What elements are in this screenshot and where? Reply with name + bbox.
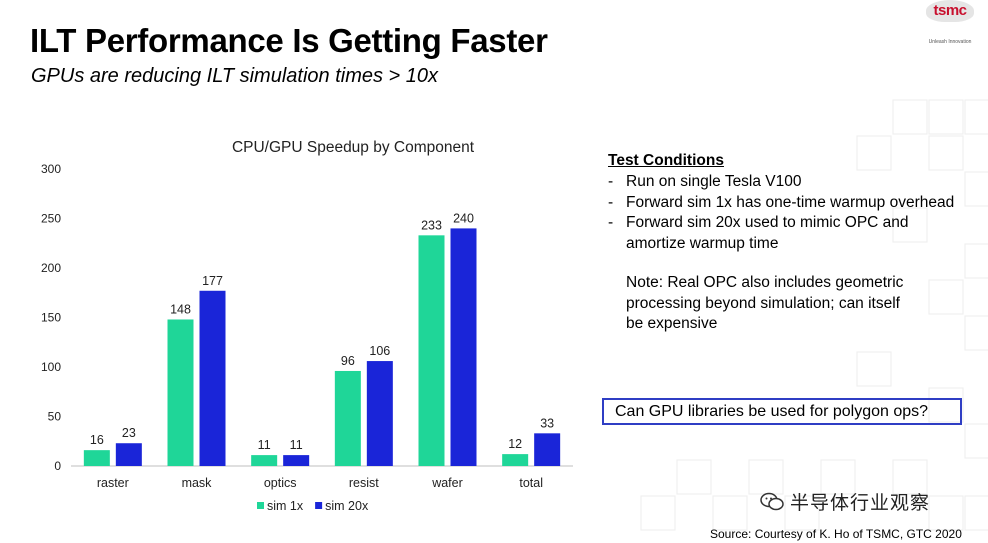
legend-swatch xyxy=(257,502,264,509)
legend-swatch xyxy=(315,502,323,509)
y-tick-label: 200 xyxy=(41,261,61,275)
data-label: 148 xyxy=(170,302,191,316)
bar-sim-20x-optics xyxy=(283,455,310,466)
grid-square xyxy=(856,351,892,387)
condition-text: Forward sim 20x used to mimic OPC and am… xyxy=(626,214,909,252)
y-tick-label: 300 xyxy=(41,162,61,176)
bar-sim-20x-raster xyxy=(115,443,142,466)
test-conditions-panel: Test Conditions - Run on single Tesla V1… xyxy=(608,152,958,335)
bar-sim-1x-wafer xyxy=(418,235,445,466)
logo-wordmark: tsmc xyxy=(926,0,974,22)
test-conditions-heading: Test Conditions xyxy=(608,152,724,169)
watermark: 半导体行业观察 xyxy=(760,488,930,515)
data-label: 177 xyxy=(202,274,223,288)
grid-square xyxy=(928,99,964,135)
bar-sim-20x-wafer xyxy=(450,228,477,466)
grid-square xyxy=(964,495,988,531)
list-dash: - xyxy=(608,214,614,231)
y-tick-label: 100 xyxy=(41,360,61,374)
grid-square xyxy=(928,387,964,423)
bar-sim-1x-resist xyxy=(334,370,361,466)
bar-sim-1x-total xyxy=(502,454,529,466)
bar-sim-1x-raster xyxy=(83,450,110,466)
grid-square xyxy=(892,99,928,135)
x-tick-label: raster xyxy=(97,476,129,490)
grid-square xyxy=(820,459,856,495)
grid-square xyxy=(640,495,676,531)
grid-square xyxy=(928,135,964,171)
legend-label: sim 1x xyxy=(267,499,304,513)
grid-square xyxy=(964,99,988,135)
grid-square xyxy=(892,459,928,495)
callout-box: Can GPU libraries be used for polygon op… xyxy=(602,398,962,425)
condition-text: Run on single Tesla V100 xyxy=(626,173,802,190)
list-item: - Forward sim 1x has one-time warmup ove… xyxy=(608,193,958,214)
data-label: 23 xyxy=(122,426,136,440)
grid-square xyxy=(712,495,748,531)
y-tick-label: 250 xyxy=(41,212,61,226)
list-item: - Run on single Tesla V100 xyxy=(608,172,958,193)
y-tick-label: 150 xyxy=(41,311,61,325)
x-tick-label: optics xyxy=(264,476,297,490)
list-dash: - xyxy=(608,173,614,190)
data-label: 96 xyxy=(341,354,355,368)
grid-square xyxy=(928,279,964,315)
note-text: Note: Real OPC also includes geometric p… xyxy=(626,274,904,332)
data-label: 12 xyxy=(508,437,522,451)
x-tick-label: resist xyxy=(349,476,379,490)
bar-sim-20x-resist xyxy=(366,361,393,466)
data-label: 11 xyxy=(258,438,271,452)
y-tick-label: 50 xyxy=(48,410,62,424)
x-tick-label: mask xyxy=(182,476,213,490)
speedup-bar-chart: CPU/GPU Speedup by Component 0 50 100 150 20… xyxy=(41,139,573,513)
x-tick-label: wafer xyxy=(431,476,463,490)
data-label: 33 xyxy=(540,416,554,430)
bar-sim-20x-mask xyxy=(199,290,226,466)
y-tick-label: 0 xyxy=(54,459,61,473)
watermark-text: 半导体行业观察 xyxy=(790,493,931,514)
grid-square xyxy=(964,171,988,207)
conditions-list: - Run on single Tesla V100 - Forward sim… xyxy=(608,172,958,254)
grid-square xyxy=(784,495,820,531)
slide-title: ILT Performance Is Getting Faster xyxy=(30,22,548,59)
condition-text: Forward sim 1x has one-time warmup overh… xyxy=(626,193,955,211)
list-dash: - xyxy=(608,193,614,211)
data-label: 233 xyxy=(421,218,442,232)
chart-title: CPU/GPU Speedup by Component xyxy=(232,139,475,156)
grid-square xyxy=(928,495,964,531)
bar-sim-1x-mask xyxy=(167,319,194,466)
bar-sim-20x-total xyxy=(534,433,561,466)
bar-sim-1x-optics xyxy=(251,455,278,466)
data-label: 240 xyxy=(453,211,474,225)
slide-subtitle: GPUs are reducing ILT simulation times >… xyxy=(31,65,439,87)
source-caption: Source: Courtesy of K. Ho of TSMC, GTC 2… xyxy=(710,527,962,541)
logo-tagline: Unleash Innovation xyxy=(928,39,972,45)
legend-label: sim 20x xyxy=(325,499,369,513)
wechat-icon xyxy=(760,492,784,510)
grid-square xyxy=(892,207,928,243)
grid-square xyxy=(964,315,988,351)
grid-square xyxy=(964,243,988,279)
grid-square xyxy=(856,135,892,171)
data-label: 16 xyxy=(90,433,104,447)
data-label: 106 xyxy=(369,344,390,358)
grid-square xyxy=(676,459,712,495)
data-label: 11 xyxy=(290,438,303,452)
list-item: - Forward sim 20x used to mimic OPC and … xyxy=(608,213,958,254)
grid-square xyxy=(964,423,988,459)
tsmc-logo: tsmc Unleash Innovation xyxy=(920,0,980,48)
x-tick-label: total xyxy=(519,476,543,490)
